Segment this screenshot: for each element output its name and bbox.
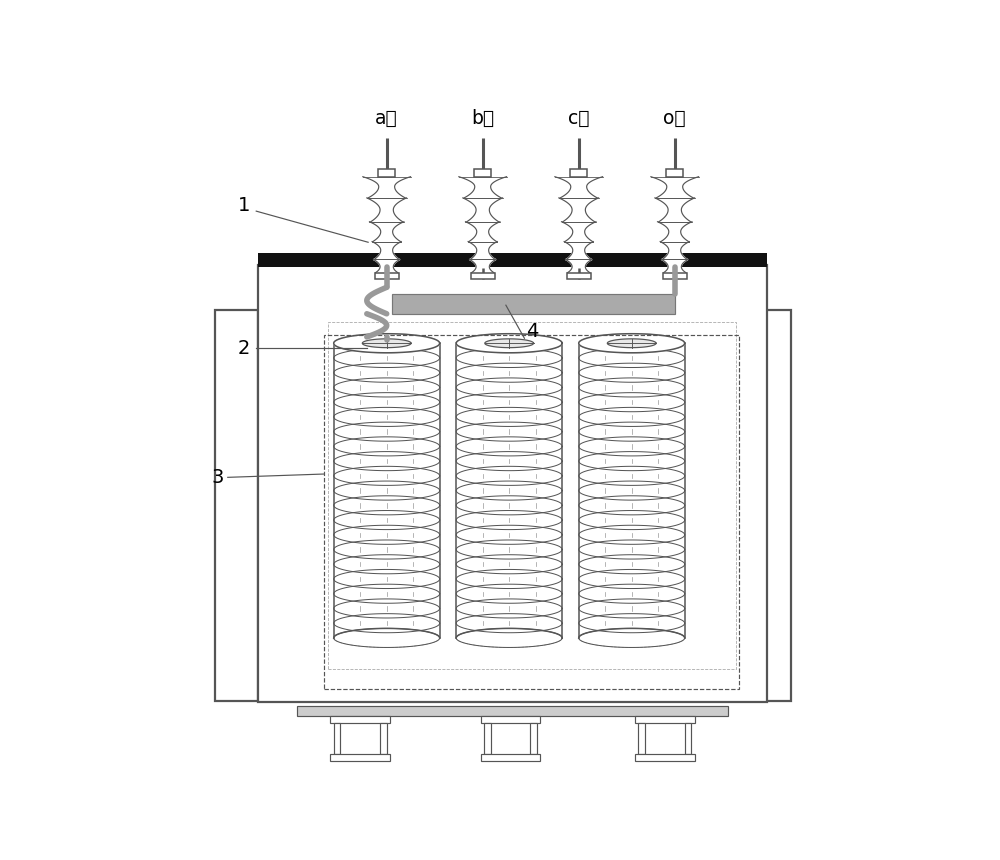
Bar <box>471 273 495 280</box>
Polygon shape <box>373 260 400 273</box>
Bar <box>579 343 685 638</box>
Text: 3: 3 <box>212 468 224 487</box>
Polygon shape <box>555 176 603 198</box>
Polygon shape <box>465 222 500 242</box>
Polygon shape <box>579 629 685 638</box>
Bar <box>328 322 736 669</box>
Polygon shape <box>367 198 407 222</box>
Bar <box>334 343 440 638</box>
Bar <box>215 310 258 701</box>
Text: b相: b相 <box>471 109 494 128</box>
Bar <box>474 169 491 176</box>
Bar <box>258 253 767 267</box>
Polygon shape <box>562 222 596 242</box>
Bar <box>638 723 645 754</box>
Polygon shape <box>565 260 592 273</box>
Polygon shape <box>334 629 440 638</box>
Polygon shape <box>362 339 411 347</box>
Bar <box>334 723 340 754</box>
Bar <box>392 294 675 314</box>
Bar <box>324 335 739 689</box>
Bar <box>663 273 687 280</box>
Text: a相: a相 <box>375 109 398 128</box>
Polygon shape <box>469 260 496 273</box>
Bar <box>258 266 767 703</box>
Bar <box>375 273 399 280</box>
Polygon shape <box>485 339 534 347</box>
Bar <box>484 723 491 754</box>
Text: o相: o相 <box>663 109 686 128</box>
Bar <box>748 310 791 701</box>
Text: 2: 2 <box>238 339 250 358</box>
Polygon shape <box>579 334 685 353</box>
Bar <box>481 754 540 761</box>
Polygon shape <box>651 176 699 198</box>
Polygon shape <box>372 242 401 260</box>
Polygon shape <box>660 242 689 260</box>
Polygon shape <box>607 339 656 347</box>
Polygon shape <box>658 222 692 242</box>
Bar <box>567 273 591 280</box>
Polygon shape <box>456 334 562 353</box>
Polygon shape <box>468 242 497 260</box>
Polygon shape <box>456 629 562 638</box>
Polygon shape <box>459 176 507 198</box>
Text: c相: c相 <box>568 109 589 128</box>
Polygon shape <box>655 198 695 222</box>
Bar <box>570 169 587 176</box>
Bar <box>378 169 395 176</box>
Text: 1: 1 <box>238 196 250 215</box>
Bar <box>297 706 728 716</box>
Bar <box>481 716 540 723</box>
Bar <box>330 716 390 723</box>
Polygon shape <box>463 198 503 222</box>
Bar <box>685 723 691 754</box>
Bar <box>635 716 695 723</box>
Bar <box>635 754 695 761</box>
Polygon shape <box>559 198 599 222</box>
Bar <box>330 754 390 761</box>
Text: 4: 4 <box>526 322 539 341</box>
Polygon shape <box>564 242 593 260</box>
Bar <box>380 723 387 754</box>
Polygon shape <box>363 176 411 198</box>
Polygon shape <box>661 260 688 273</box>
Bar <box>456 343 562 638</box>
Polygon shape <box>369 222 404 242</box>
Bar <box>530 723 537 754</box>
Bar <box>666 169 683 176</box>
Polygon shape <box>334 334 440 353</box>
